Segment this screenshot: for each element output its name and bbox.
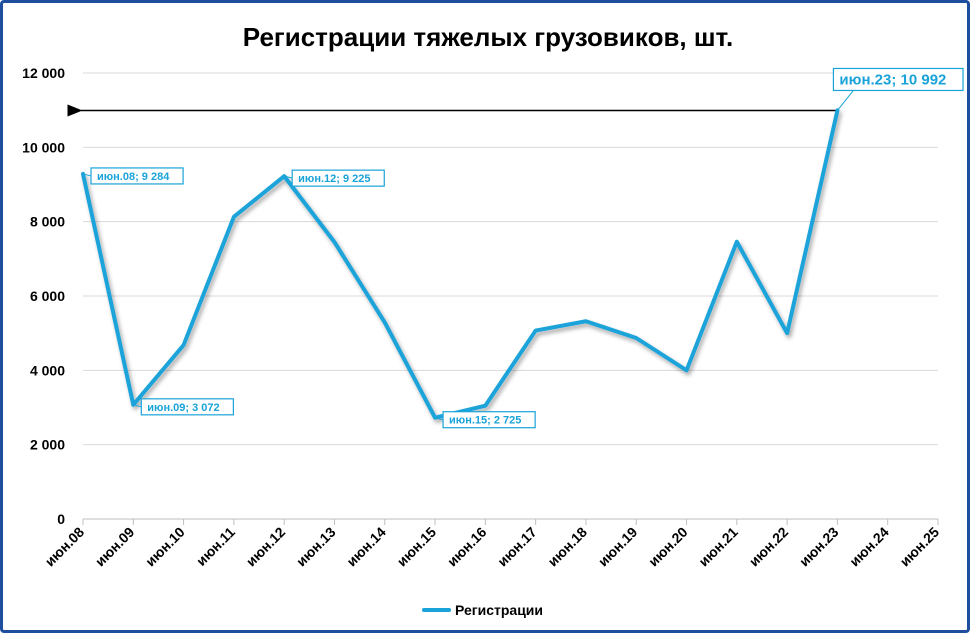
data-label-text: июн.09; 3 072 <box>147 402 219 414</box>
data-label-box <box>291 169 385 187</box>
x-tick-label: июн.14 <box>343 524 389 570</box>
data-label-box <box>442 411 536 429</box>
data-label-leader <box>133 404 142 408</box>
data-label-leader <box>434 417 444 421</box>
data-label-text: июн.12; 9 225 <box>298 173 370 185</box>
x-tick-label: июн.13 <box>293 524 339 570</box>
data-label-leader <box>82 173 92 177</box>
x-tick-label: июн.19 <box>595 524 641 570</box>
x-tick-label: июн.25 <box>897 524 943 570</box>
data-label-text: июн.08; 9 284 <box>97 171 170 183</box>
data-label: июн.09; 3 072 <box>133 398 234 416</box>
x-tick-label: июн.22 <box>746 524 792 570</box>
x-axis: июн.08 июн.09 июн.10 июн.11 июн.12 июн.13 июн.… <box>42 518 943 570</box>
data-label-box <box>832 67 964 92</box>
data-label: июн.08; 9 284 <box>82 167 184 185</box>
x-tick-label: июн.17 <box>494 524 540 570</box>
legend: Регистрации <box>422 602 543 618</box>
x-tick-label: июн.09 <box>92 524 138 570</box>
data-label: июн.15; 2 725 <box>434 411 536 429</box>
y-tick-label: 6 000 <box>30 288 65 304</box>
x-tick-label: июн.12 <box>243 524 289 570</box>
data-label: июн.12; 9 225 <box>284 169 385 187</box>
chart-canvas: Регистрации тяжелых грузовиков, шт. 0 2 0… <box>22 22 964 618</box>
legend-label: Регистрации <box>455 602 543 618</box>
y-tick-label: 2 000 <box>30 437 65 453</box>
data-label-leader <box>284 175 293 179</box>
data-label-box <box>90 167 184 185</box>
x-tick-label: июн.15 <box>394 524 440 570</box>
x-tick-label: июн.16 <box>444 524 490 570</box>
x-tick-label: июн.08 <box>42 524 88 570</box>
data-label-text: июн.23; 10 992 <box>839 71 946 88</box>
data-label-text: июн.15; 2 725 <box>449 415 521 427</box>
x-tick-label: июн.23 <box>796 524 842 570</box>
data-label-box <box>140 398 234 416</box>
grid-layer <box>83 72 938 446</box>
chart-title: Регистрации тяжелых грузовиков, шт. <box>243 22 733 52</box>
y-tick-label: 4 000 <box>30 362 65 378</box>
x-tick-label: июн.21 <box>695 524 741 570</box>
y-tick-label: 12 000 <box>22 65 65 81</box>
x-tick-label: июн.10 <box>142 524 188 570</box>
series-line <box>81 108 840 420</box>
y-tick-label: 10 000 <box>22 139 65 155</box>
x-tick-label: июн.24 <box>846 524 892 570</box>
y-tick-label: 8 000 <box>30 214 65 230</box>
annotation-layer: июн.08; 9 284 июн.09; 3 072 июн.12; 9 225 и… <box>82 67 964 429</box>
data-label-leader <box>837 90 854 111</box>
data-label: июн.23; 10 992 <box>832 67 964 111</box>
x-tick-label: июн.18 <box>544 524 590 570</box>
y-axis: 0 2 000 4 000 6 000 8 000 10 000 12 000 <box>22 65 65 527</box>
x-tick-label: июн.11 <box>193 524 238 569</box>
series-layer <box>81 108 840 420</box>
y-tick-label: 0 <box>57 511 65 527</box>
x-tick-label: июн.20 <box>645 524 691 570</box>
